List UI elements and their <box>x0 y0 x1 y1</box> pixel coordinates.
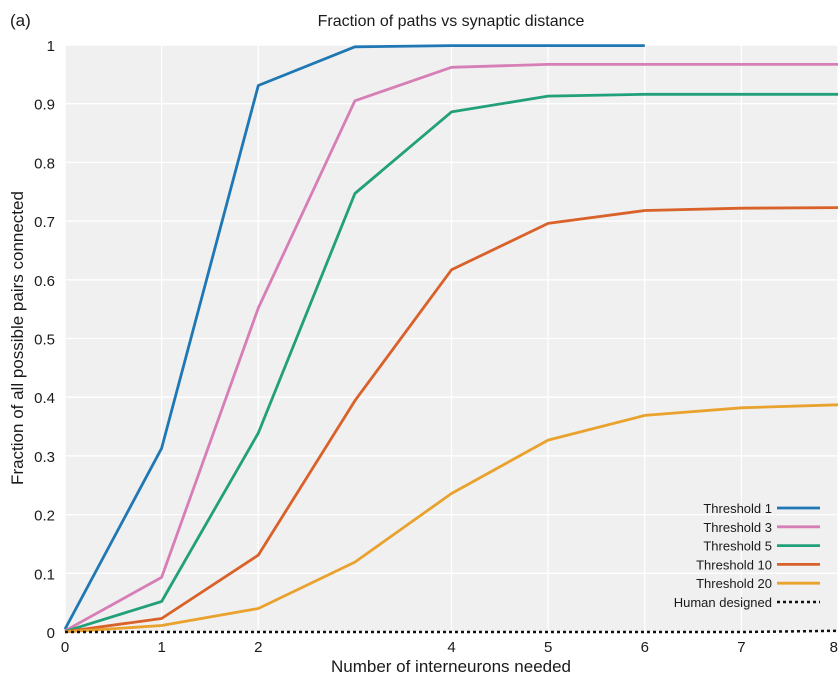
y-tick-label: 0.9 <box>34 97 55 114</box>
legend-label: Threshold 10 <box>696 557 772 572</box>
x-tick-label: 5 <box>544 639 552 656</box>
panel-label: (a) <box>10 11 31 30</box>
series-lines <box>63 44 838 634</box>
x-tick-label: 0 <box>61 639 69 656</box>
legend-label: Threshold 1 <box>703 501 772 516</box>
y-tick-label: 0.2 <box>34 508 55 525</box>
y-tick-label: 0.3 <box>34 449 55 466</box>
x-tick-label: 4 <box>447 639 455 656</box>
x-tick-label: 2 <box>254 639 262 656</box>
x-axis-ticks: 0 1 2 4 5 6 7 8 <box>61 639 838 656</box>
series-line-5 <box>65 629 838 634</box>
y-tick-label: 0.5 <box>34 332 55 349</box>
series-line-2 <box>64 92 838 633</box>
legend: Threshold 1 Threshold 3 Threshold 5 Thresho… <box>674 501 820 610</box>
x-tick-label: 1 <box>157 639 165 656</box>
legend-label: Threshold 5 <box>703 539 772 554</box>
chart-title: Fraction of paths vs synaptic distance <box>318 13 585 30</box>
series-line-4 <box>64 403 838 634</box>
legend-label: Human designed <box>674 595 772 610</box>
x-tick-label: 6 <box>641 639 649 656</box>
y-tick-label: 0 <box>47 625 55 642</box>
x-tick-label: 8 <box>830 639 838 656</box>
y-tick-label: 0.1 <box>34 566 55 583</box>
series-line-3 <box>64 206 838 634</box>
y-tick-label: 1 <box>47 38 55 55</box>
y-axis-ticks: 0 0.1 0.2 0.3 0.4 0.5 0.6 0.7 0.8 0.9 1 <box>34 38 55 642</box>
y-tick-label: 0.6 <box>34 273 55 290</box>
x-axis-label: Number of interneurons needed <box>331 657 571 676</box>
x-tick-label: 7 <box>737 639 745 656</box>
legend-label: Threshold 20 <box>696 576 772 591</box>
series-line-0 <box>63 44 645 630</box>
y-tick-label: 0.8 <box>34 155 55 172</box>
legend-label: Threshold 3 <box>703 520 772 535</box>
y-axis-label: Fraction of all possible pairs connected <box>8 191 27 485</box>
y-tick-label: 0.7 <box>34 214 55 231</box>
y-tick-label: 0.4 <box>34 390 55 407</box>
series-line-1 <box>64 63 838 633</box>
